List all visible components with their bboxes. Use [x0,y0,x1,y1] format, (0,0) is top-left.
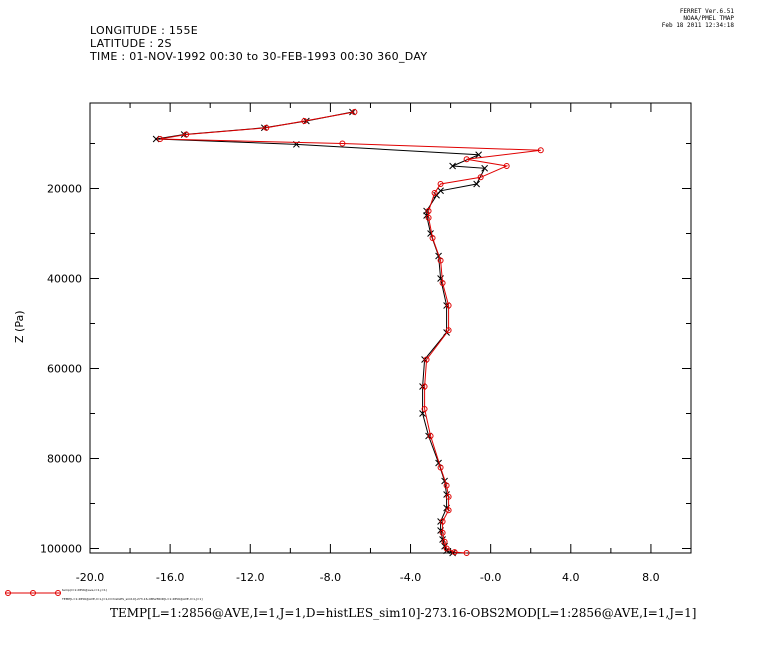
data-point [473,180,480,188]
data-point [443,482,450,489]
x-tick-label: 4.0 [562,571,580,584]
data-point [439,518,446,525]
header-latitude: LATITUDE : 2S [90,37,172,50]
legend-entry-1: temp(l=1:2856@ave,i=1,j=1) [62,588,107,592]
ferret-stamp: FERRET Ver.6.51 NOAA/PMEL TMAP Feb 18 20… [662,8,734,29]
stamp-line-1: FERRET Ver.6.51 [679,8,734,15]
x-tick-label: -16.0 [156,571,184,584]
data-point [445,507,452,514]
data-point [427,433,434,439]
data-point [437,181,444,187]
legend-marker [30,590,36,596]
data-point [437,464,444,471]
legend-entry-2: TEMP[L=1:2856@AVE,I=1,J=1,D=histLES_sim1… [62,597,203,601]
x-tick-label: -0.0 [480,571,501,584]
data-point [477,174,484,181]
y-tick-label: 20000 [47,183,82,196]
data-point [463,156,470,163]
data-point [441,538,448,545]
data-point [475,151,483,159]
data-point [503,163,510,169]
data-point [425,214,432,221]
data-point [423,356,430,363]
x-tick-label: -4.0 [400,571,421,584]
data-point [437,257,444,264]
x-tick-label: -8.0 [320,571,341,584]
legend-marker [5,590,11,596]
data-point [421,406,428,412]
series-line [160,111,541,554]
data-point [421,383,428,390]
data-point [339,140,346,147]
series-line [156,111,486,554]
stamp-line-2: NOAA/PMEL TMAP [683,15,734,22]
data-point [431,190,438,196]
series-layer [152,108,544,557]
data-point [183,131,190,138]
data-point [157,136,164,142]
series-2 [157,109,544,556]
data-point [439,280,446,286]
bottom-expression-label: TEMP[L=1:2856@AVE,I=1,J=1,D=histLES_sim1… [110,606,697,620]
data-point [449,162,456,170]
data-point [537,147,544,154]
legend [5,590,61,596]
data-point [443,545,450,552]
data-point [263,124,270,131]
data-point [439,529,446,536]
y-tick-label: 80000 [47,453,82,466]
data-point [445,302,452,309]
series-1 [152,108,489,557]
y-tick-label: 60000 [47,363,82,376]
data-point [301,118,308,124]
data-point [445,327,452,334]
axis-ticks: -20.0 -16.0 -12.0 -8.0 -4.0 -0.0 4.0 8.0 20000 40… [40,103,692,584]
data-point [463,550,470,556]
header-time: TIME : 01-NOV-1992 00:30 to 30-FEB-1993 … [90,50,428,63]
x-tick-label: -20.0 [76,571,104,584]
y-tick-label: 40000 [47,273,82,286]
plot-frame [89,102,692,554]
data-point [429,235,436,241]
y-tick-label: 100000 [40,543,82,556]
data-point [351,109,358,115]
data-point [445,493,452,500]
legend-marker [55,590,61,596]
data-point [451,549,458,556]
data-point [425,208,432,214]
x-tick-label: 8.0 [642,571,660,584]
x-tick-label: -12.0 [236,571,264,584]
header-longitude: LONGITUDE : 155E [90,24,199,37]
data-point [481,164,489,172]
stamp-line-3: Feb 18 2011 12:34:18 [661,22,734,29]
